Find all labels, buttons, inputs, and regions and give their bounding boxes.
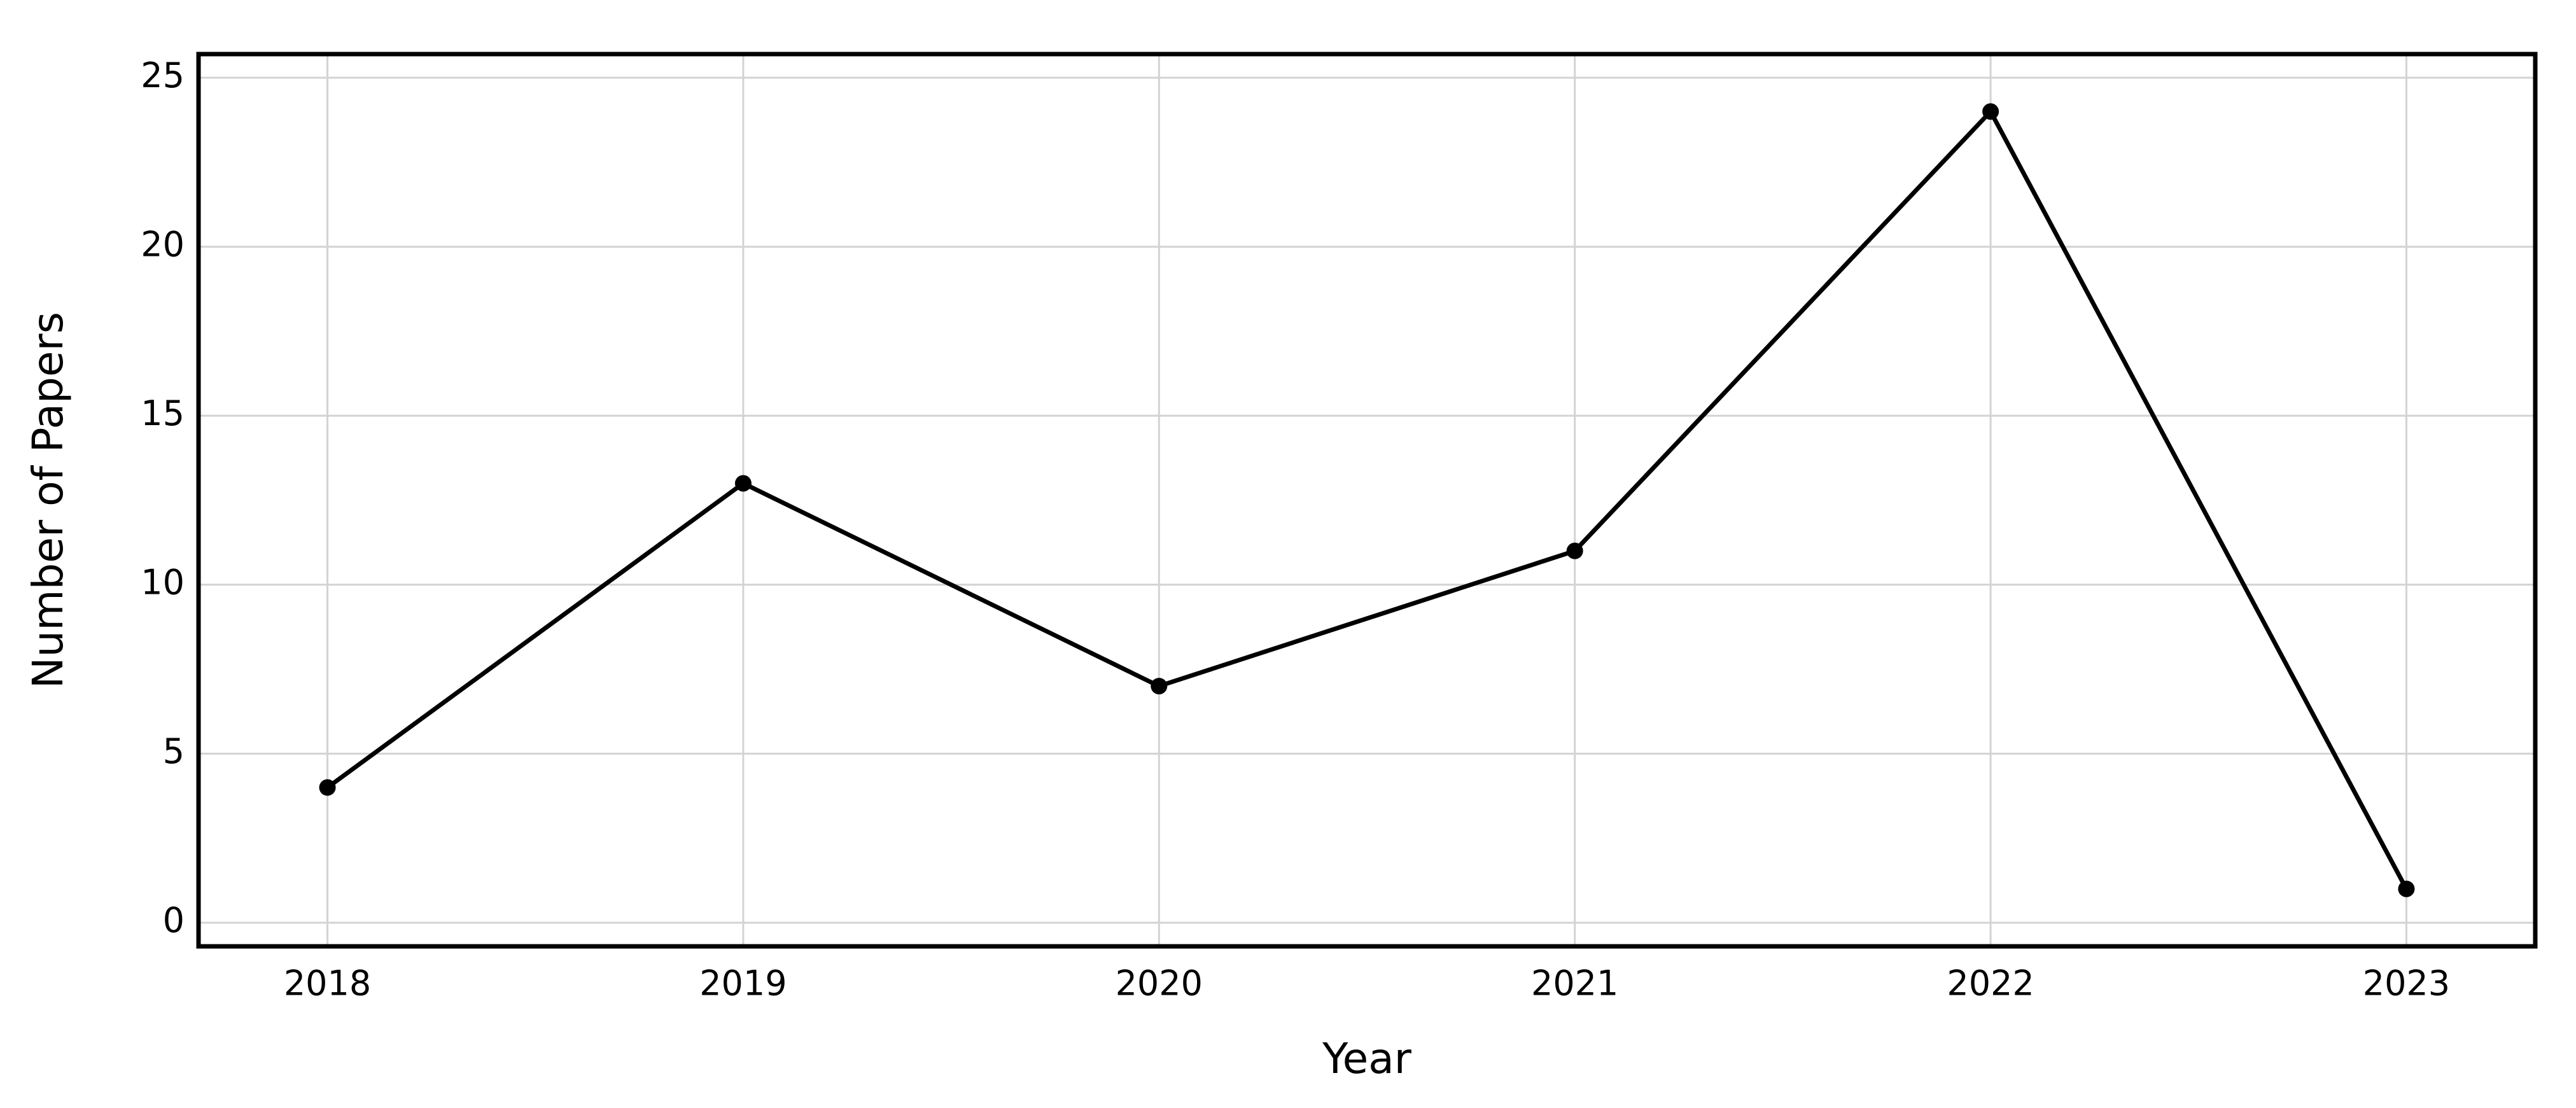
- x-axis-title: Year: [1322, 1034, 1412, 1083]
- x-tick-label: 2023: [2363, 964, 2450, 1004]
- point: [734, 475, 752, 492]
- y-axis-title: Number of Papers: [24, 312, 73, 689]
- y-tick-label: 20: [141, 224, 185, 264]
- y-tick-label: 0: [163, 900, 185, 940]
- x-tick-label: 2020: [1116, 964, 1203, 1004]
- x-tick-label: 2019: [699, 964, 787, 1004]
- y-tick-label: 15: [141, 393, 185, 433]
- x-tick-label: 2018: [284, 964, 371, 1004]
- plot-frame: [196, 52, 2538, 949]
- point: [1151, 678, 1168, 695]
- point: [1566, 542, 1583, 559]
- y-tick-label: 10: [141, 562, 185, 602]
- x-tick-label: 2021: [1531, 964, 1618, 1004]
- y-tick-label: 5: [163, 731, 185, 771]
- point: [319, 779, 336, 796]
- point: [1982, 103, 1999, 120]
- x-tick-label: 2022: [1947, 964, 2034, 1004]
- point: [2398, 880, 2415, 897]
- y-tick-label: 25: [141, 55, 185, 95]
- line: [326, 109, 2409, 890]
